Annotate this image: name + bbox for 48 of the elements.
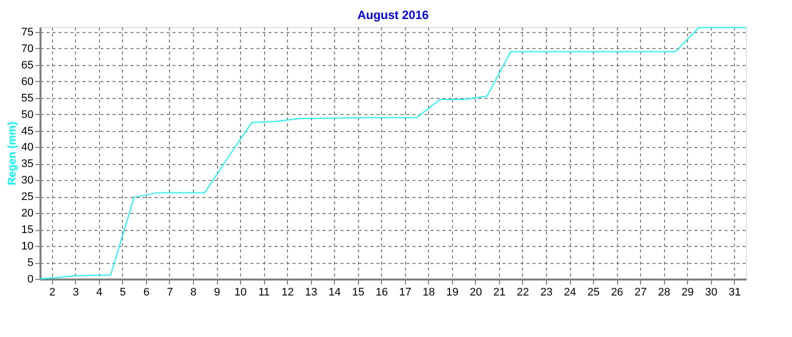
x-tick-label: 24 [564, 286, 576, 298]
x-tick-label: 7 [166, 286, 173, 298]
x-tick-label: 8 [190, 286, 197, 298]
y-tick-label: 75 [21, 26, 34, 38]
x-tick-label: 18 [422, 286, 435, 298]
x-tick-label: 20 [470, 286, 482, 298]
y-tick-label: 0 [27, 274, 34, 286]
x-tick-label: 28 [658, 286, 670, 298]
x-tick-label: 2 [49, 286, 56, 298]
y-tick-label: 60 [21, 76, 34, 88]
x-tick-label: 15 [352, 286, 364, 298]
x-tick-label: 12 [281, 286, 294, 298]
y-tick-label: 30 [21, 174, 34, 187]
x-tick-label: 5 [120, 286, 126, 298]
y-tick-label: 20 [21, 208, 34, 220]
x-tick-label: 14 [328, 286, 341, 298]
x-tick-label: 9 [214, 286, 220, 298]
x-tick-label: 29 [682, 286, 694, 298]
x-tick-label: 4 [96, 286, 102, 298]
y-axis-title: Regen (mm) [6, 121, 18, 186]
y-tick-label: 15 [21, 224, 34, 236]
x-tick-label: 30 [705, 286, 718, 298]
x-tick-label: 26 [610, 286, 624, 298]
y-tick-label: 40 [21, 142, 34, 154]
y-tick-label: 5 [27, 257, 34, 270]
x-tick-label: 3 [72, 286, 79, 298]
x-tick-label: 11 [258, 286, 270, 298]
y-tick-label: 65 [21, 59, 34, 72]
x-tick-label: 10 [234, 286, 247, 298]
y-tick-label: 50 [21, 108, 34, 121]
chart-title: August 2016 [357, 8, 429, 22]
x-tick-label: 22 [516, 286, 530, 298]
x-tick-label: 6 [143, 286, 150, 298]
y-tick-label: 55 [21, 92, 34, 104]
y-tick-label: 35 [21, 158, 34, 170]
x-tick-label: 13 [305, 286, 318, 298]
x-tick-label: 19 [446, 286, 458, 298]
x-tick-label: 25 [587, 286, 600, 298]
x-tick-label: 21 [493, 286, 506, 298]
y-tick-label: 10 [21, 240, 34, 253]
y-tick-label: 45 [21, 125, 34, 138]
y-tick-label: 70 [21, 42, 34, 55]
x-tick-label: 31 [728, 286, 741, 298]
x-tick-label: 27 [634, 286, 647, 298]
x-tick-label: 17 [399, 286, 412, 298]
x-tick-label: 23 [540, 286, 553, 298]
y-tick-label: 25 [21, 191, 34, 204]
x-tick-label: 16 [376, 286, 388, 298]
